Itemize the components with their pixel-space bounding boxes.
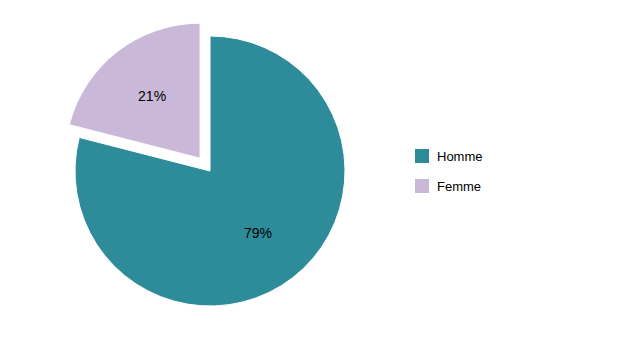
legend-item: Femme xyxy=(415,179,481,194)
legend-swatch xyxy=(415,149,429,163)
data-label: 79% xyxy=(244,225,272,241)
pie-slice xyxy=(69,23,200,158)
chart: 79% 21% Homme Femme xyxy=(0,0,627,342)
legend-item: Homme xyxy=(415,149,483,164)
legend: Homme Femme xyxy=(415,149,483,194)
legend-swatch xyxy=(415,179,429,193)
pie: 79% 21% xyxy=(69,23,345,306)
data-label: 21% xyxy=(138,88,166,104)
legend-label: Femme xyxy=(437,179,481,194)
legend-label: Homme xyxy=(437,149,483,164)
